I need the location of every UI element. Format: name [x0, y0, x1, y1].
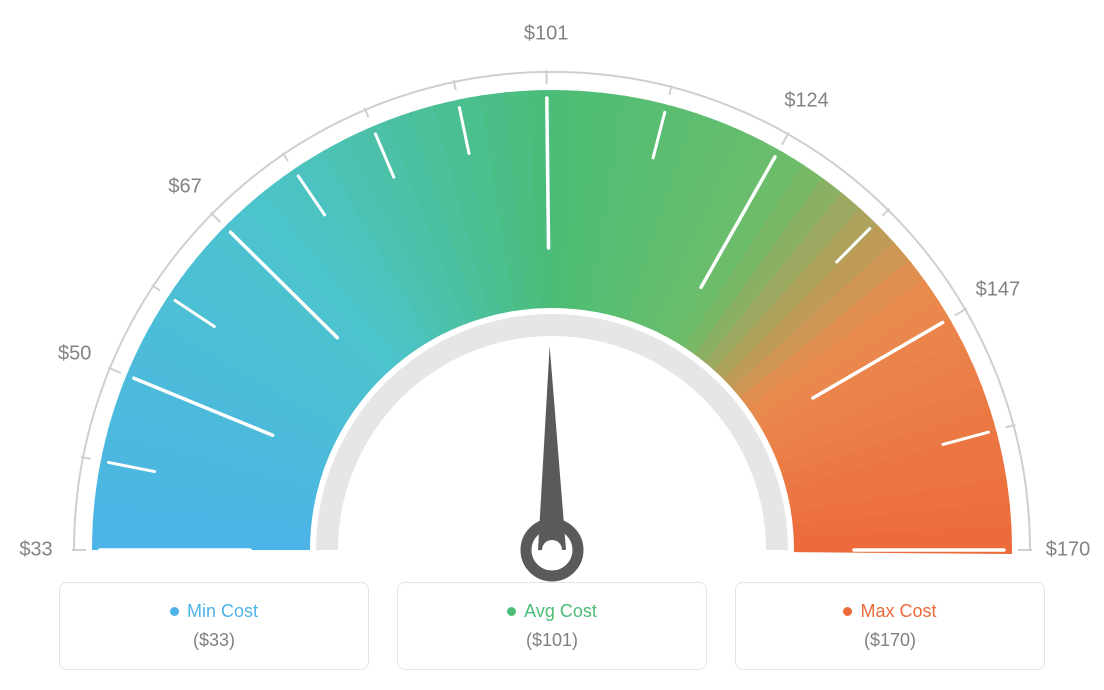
legend-title-max: Max Cost — [843, 601, 936, 622]
gauge-tick-label: $170 — [1046, 539, 1091, 562]
legend-card-min: Min Cost ($33) — [59, 582, 369, 670]
legend-label-avg: Avg Cost — [524, 601, 597, 622]
gauge-tick-label: $67 — [168, 176, 201, 199]
chart-container: $33 $50 $67 $101 $124 $147 $170 Min Cost ($33)… — [0, 0, 1104, 690]
legend-value-min: ($33) — [193, 630, 235, 651]
legend-card-avg: Avg Cost ($101) — [397, 582, 707, 670]
gauge-tick-label: $124 — [784, 90, 829, 113]
legend-title-min: Min Cost — [170, 601, 258, 622]
gauge-tick-label: $50 — [58, 342, 91, 365]
legend-title-avg: Avg Cost — [507, 601, 597, 622]
legend-dot-avg — [507, 607, 516, 616]
legend-label-min: Min Cost — [187, 601, 258, 622]
gauge-svg — [0, 20, 1104, 590]
gauge-tick-label: $101 — [524, 23, 569, 46]
legend-dot-min — [170, 607, 179, 616]
gauge-area: $33 $50 $67 $101 $124 $147 $170 — [0, 0, 1104, 570]
legend-card-max: Max Cost ($170) — [735, 582, 1045, 670]
legend-label-max: Max Cost — [860, 601, 936, 622]
gauge-tick-label: $33 — [19, 539, 52, 562]
gauge-tick-label: $147 — [976, 279, 1021, 302]
legend-dot-max — [843, 607, 852, 616]
legend-row: Min Cost ($33) Avg Cost ($101) Max Cost … — [59, 582, 1045, 670]
legend-value-max: ($170) — [864, 630, 916, 651]
legend-value-avg: ($101) — [526, 630, 578, 651]
